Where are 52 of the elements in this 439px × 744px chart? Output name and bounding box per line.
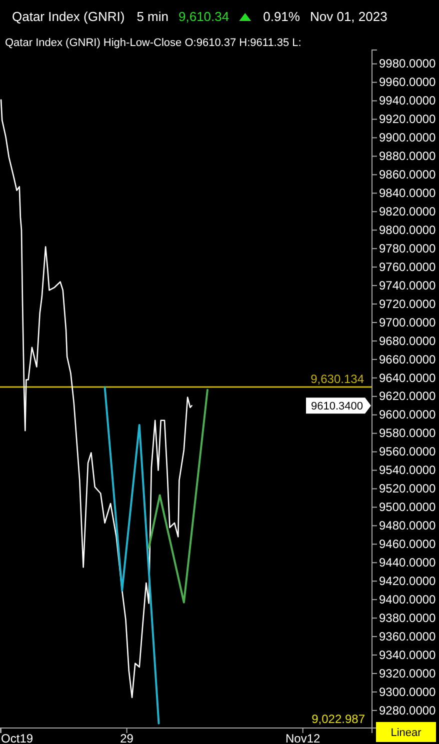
x-tick-label: 29 <box>120 732 134 744</box>
y-tick-label: 9560.0000 <box>379 444 436 459</box>
annotation: 9610.3400 <box>311 400 363 413</box>
text: Nov 01, 2023 <box>310 9 388 24</box>
y-tick-label: 9900.0000 <box>379 130 436 145</box>
annotation: 9,022.987 <box>312 712 366 726</box>
y-tick-label: 9760.0000 <box>379 260 436 274</box>
y-tick-label: 9600.0000 <box>379 408 436 422</box>
chart-subtitle: Qatar Index (GNRI) High-Low-Close O:9610.37 H:9611.35 L: <box>5 37 302 49</box>
y-tick-label: 9520.0000 <box>379 482 436 496</box>
y-tick-label: 9940.0000 <box>379 94 436 108</box>
y-tick-label: 9840.0000 <box>379 186 436 200</box>
y-tick-label: 9860.0000 <box>379 168 436 182</box>
y-tick-label: 9980.0000 <box>379 56 436 71</box>
ref-line-label: 9,630.134 <box>310 372 364 386</box>
y-tick-label: 9960.0000 <box>379 75 436 90</box>
y-tick-label: 9460.0000 <box>379 537 436 552</box>
x-tick-label: Oct19 <box>1 732 34 744</box>
y-tick-label: 9740.0000 <box>379 278 436 292</box>
y-tick-label: 9880.0000 <box>379 149 436 164</box>
y-tick-label: 9780.0000 <box>379 241 436 256</box>
y-tick-label: 9620.0000 <box>379 389 436 404</box>
x-tick-label: Nov12 <box>285 732 321 744</box>
y-tick-label: 9420.0000 <box>379 574 436 588</box>
y-tick-label: 9920.0000 <box>379 112 436 126</box>
y-tick-label: 9440.0000 <box>379 555 436 570</box>
line-series <box>0 99 192 698</box>
y-tick-label: 9320.0000 <box>379 666 436 680</box>
text: 9,610.34 <box>178 9 230 24</box>
y-tick-label: 9820.0000 <box>379 204 436 218</box>
y-tick-label: 9720.0000 <box>379 296 436 311</box>
y-tick-label: 9380.0000 <box>379 610 436 625</box>
y-tick-label: 9360.0000 <box>379 629 436 644</box>
text: 0.91% <box>263 9 300 24</box>
chart-title: Qatar Index (GNRI) <box>12 9 125 24</box>
y-tick-label: 9700.0000 <box>379 315 436 330</box>
y-tick-label: 9480.0000 <box>379 518 436 533</box>
y-tick-label: 9400.0000 <box>379 592 436 606</box>
y-tick-label: 9800.0000 <box>379 222 436 237</box>
y-tick-label: 9540.0000 <box>379 463 436 478</box>
text: Linear <box>390 727 422 739</box>
y-tick-label: 9680.0000 <box>379 334 436 348</box>
text: 5 min <box>136 9 168 24</box>
y-tick-label: 9340.0000 <box>379 648 436 662</box>
y-tick-label: 9660.0000 <box>379 352 436 366</box>
line-series <box>148 388 208 604</box>
y-tick-label: 9640.0000 <box>379 370 436 385</box>
y-tick-label: 9300.0000 <box>379 684 436 699</box>
y-tick-label: 9500.0000 <box>379 500 436 514</box>
line-series <box>104 386 160 724</box>
y-tick-label: 9280.0000 <box>379 703 436 718</box>
y-tick-label: 9580.0000 <box>379 426 436 440</box>
